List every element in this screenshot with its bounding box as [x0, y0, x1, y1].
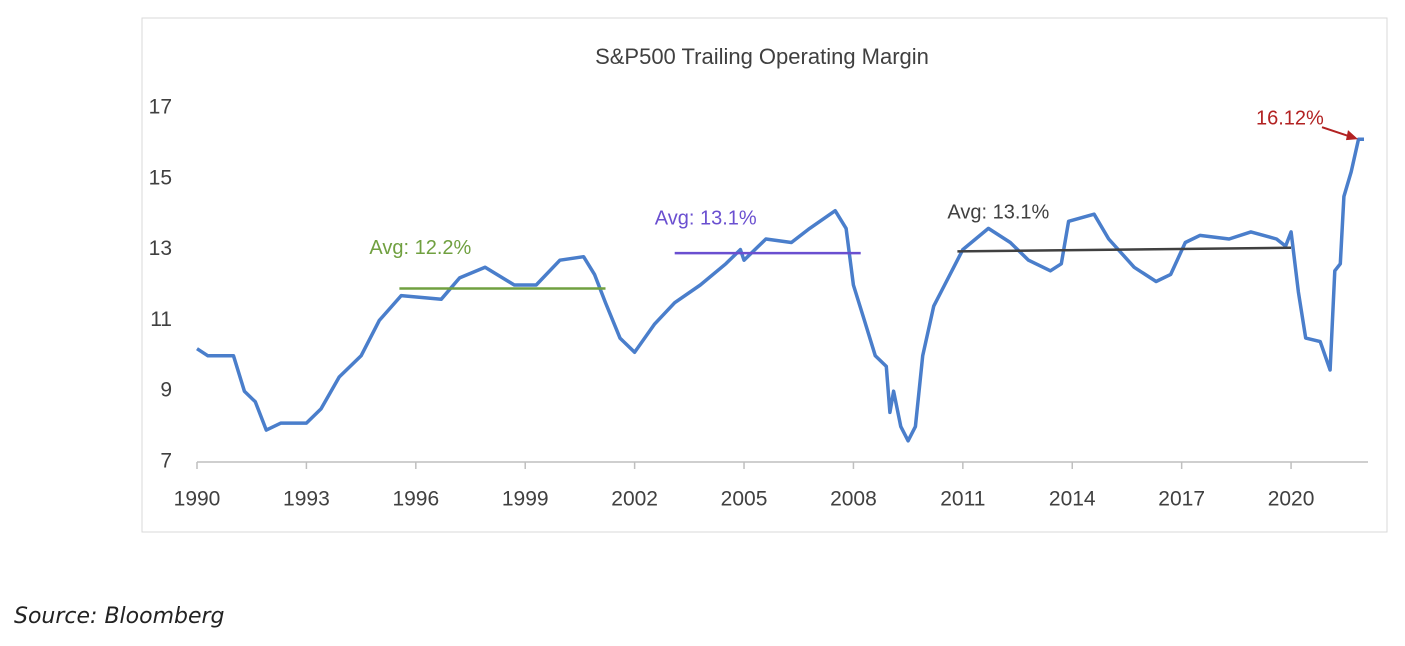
average-label: Avg: 13.1% [655, 207, 757, 229]
x-tick-label: 1999 [502, 488, 549, 511]
x-tick-label: 2017 [1158, 488, 1205, 511]
source-note: Source: Bloomberg [14, 604, 225, 629]
x-tick-label: 2011 [940, 488, 985, 511]
x-tick-label: 2005 [721, 488, 768, 511]
x-tick-label: 1990 [174, 488, 221, 511]
annotation-arrowhead [1346, 130, 1358, 141]
average-label: Avg: 13.1% [947, 202, 1049, 224]
x-tick-label: 2020 [1268, 488, 1315, 511]
x-tick-label: 1993 [283, 488, 330, 511]
x-tick-label: 2014 [1049, 488, 1096, 511]
x-tick-label: 1996 [392, 488, 439, 511]
chart-frame [141, 17, 1388, 533]
y-tick-label: 7 [160, 450, 172, 473]
y-tick-label: 15 [149, 166, 172, 189]
average-label: Avg: 12.2% [369, 237, 471, 259]
data-line [196, 137, 1364, 443]
y-tick-label: 17 [149, 96, 172, 119]
x-tick-label: 2008 [830, 488, 877, 511]
y-tick-label: 11 [150, 308, 172, 331]
x-tick-label: 2002 [611, 488, 658, 511]
chart-title: S&P500 Trailing Operating Margin [595, 44, 929, 69]
average-line [957, 246, 1292, 253]
chart: S&P500 Trailing Operating Margin 7 9 11 13 1… [141, 17, 1388, 533]
y-tick-label: 9 [160, 379, 172, 402]
last-value-label: 16.12% [1256, 107, 1324, 129]
y-tick-label: 13 [149, 237, 172, 260]
